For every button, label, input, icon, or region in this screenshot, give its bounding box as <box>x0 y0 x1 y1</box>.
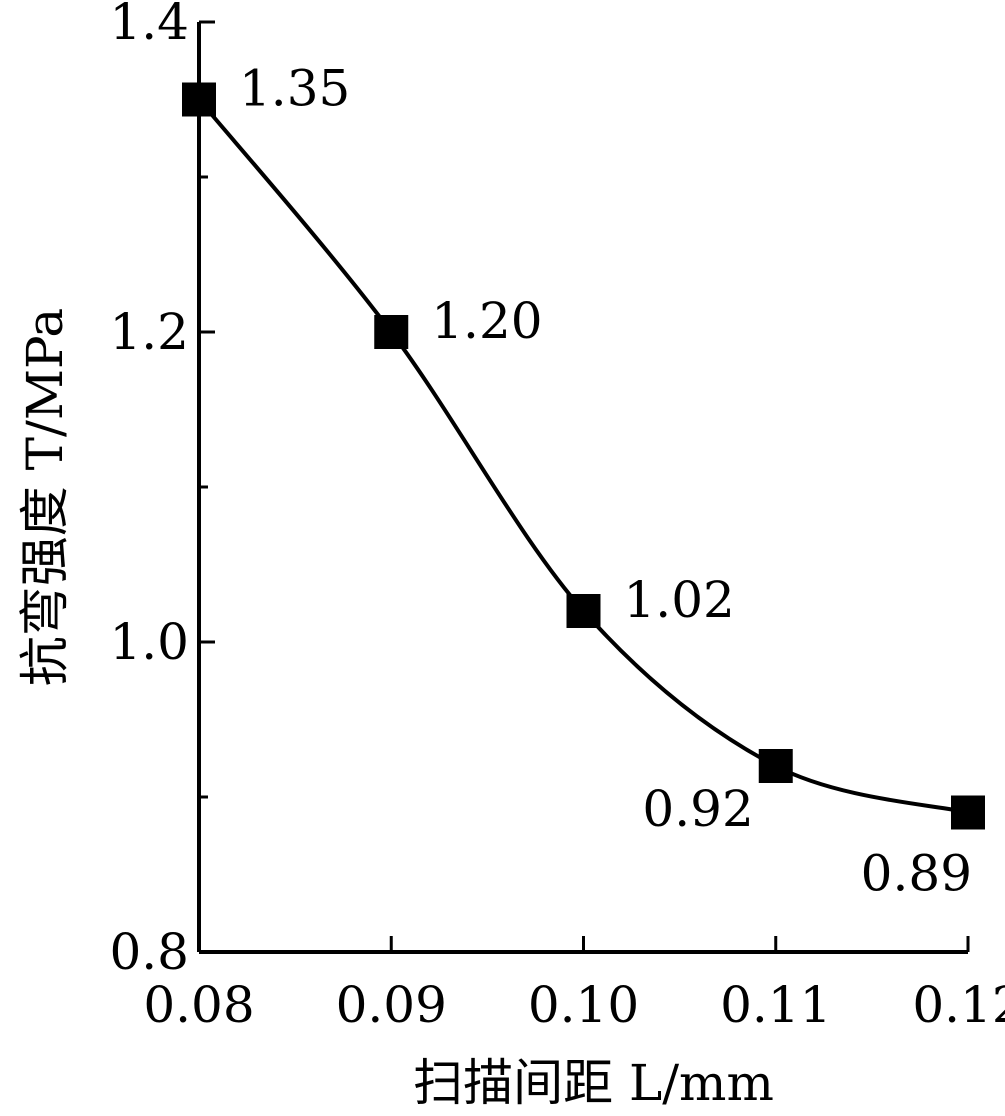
data-label: 1.35 <box>239 60 350 118</box>
data-point-marker <box>182 82 216 117</box>
data-label: 0.89 <box>861 845 972 903</box>
y-tick-label: 1.0 <box>109 613 189 671</box>
x-tick-label: 0.08 <box>143 976 254 1034</box>
data-point-marker <box>374 315 409 349</box>
y-tick-label: 0.8 <box>109 923 189 981</box>
x-tick-label: 0.12 <box>912 976 1005 1034</box>
data-point-marker <box>566 594 601 628</box>
data-label: 0.92 <box>642 780 753 838</box>
x-tick-label: 0.09 <box>336 976 447 1034</box>
series-line <box>197 98 969 815</box>
labels: 0.8 1.0 1.2 1.4 0.08 0.09 0.10 0.11 0.12 1.35 1.20… <box>109 0 1005 1034</box>
series <box>182 82 985 830</box>
y-tick-label: 1.2 <box>109 303 189 361</box>
data-point-marker <box>951 795 985 830</box>
data-label: 1.20 <box>431 292 542 350</box>
x-axis-title: 扫描间距 L/mm <box>413 1054 774 1112</box>
x-tick-label: 0.10 <box>528 976 639 1034</box>
axes <box>197 22 968 954</box>
y-axis-title: 抗弯强度 T/MPa <box>16 308 74 687</box>
ticks <box>197 20 970 954</box>
data-point-marker <box>758 749 793 783</box>
x-tick-label: 0.11 <box>720 976 831 1034</box>
y-tick-label: 1.4 <box>109 0 189 51</box>
data-label: 1.02 <box>624 571 735 629</box>
